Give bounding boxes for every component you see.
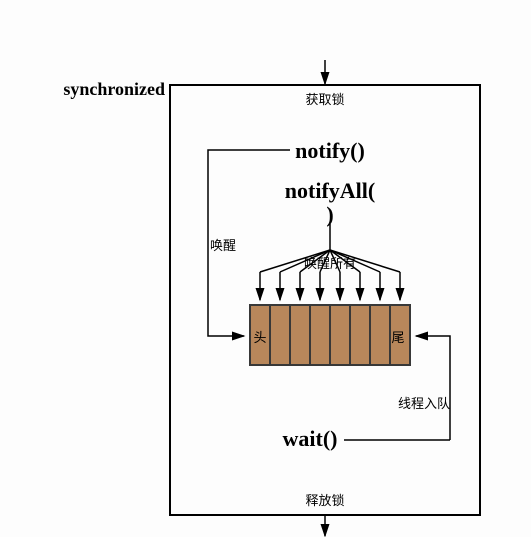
label-release-lock: 释放锁 (305, 493, 344, 508)
label-notify: notify() (295, 138, 365, 163)
label-wait: wait() (283, 426, 338, 451)
label-synchronized: synchronized (63, 79, 165, 99)
label-tail: 尾 (391, 330, 404, 345)
label-notifyall-bottom: ) (326, 202, 333, 227)
label-wake: 唤醒 (210, 238, 236, 253)
label-wake-all: 唤醒所有 (304, 256, 356, 271)
diagram-canvas: synchronized 获取锁释放锁 notify() notifyAll() wai… (0, 0, 531, 537)
label-thread-enqueue: 线程入队 (398, 396, 450, 411)
label-acquire-lock: 获取锁 (305, 92, 344, 107)
label-notifyall-top: notifyAll( (285, 178, 375, 203)
label-head: 头 (253, 330, 266, 345)
